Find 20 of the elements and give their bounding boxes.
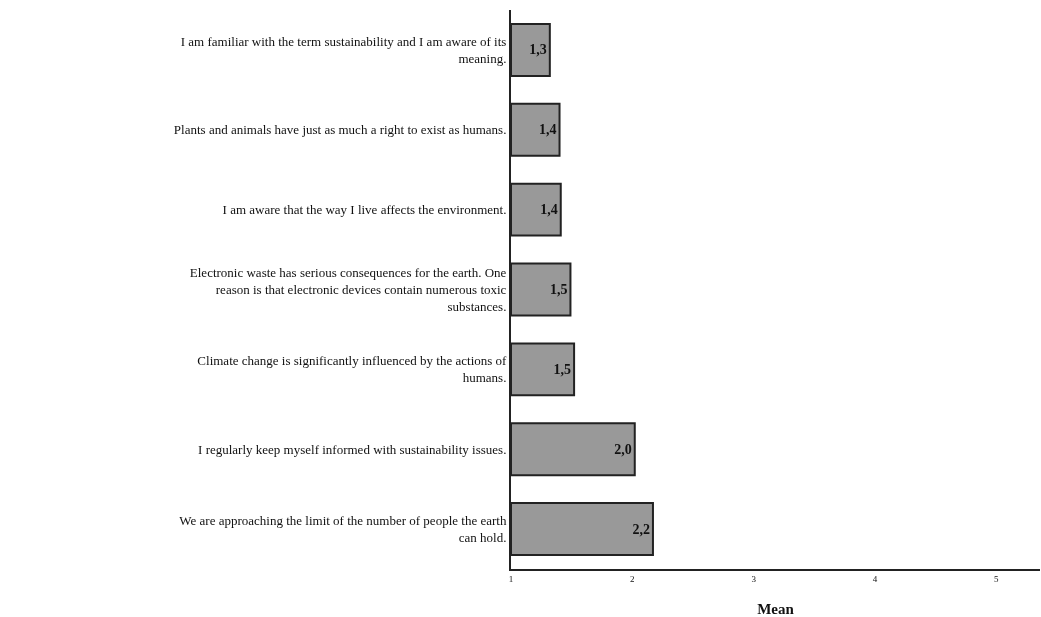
y-tick-label: Electronic waste has serious consequences for the earth. One reason is that electronic devices contain numerous toxic substances.	[189, 265, 507, 314]
data-label: 1,4	[540, 202, 558, 218]
data-label: 2,2	[632, 521, 650, 537]
y-tick-label: I am familiar with the term sustainability and I am aware of its meaning.	[180, 34, 507, 66]
y-tick-label: I regularly keep myself informed with sustainability issues.	[198, 441, 507, 457]
x-tick-label: 3	[751, 573, 757, 584]
data-label: 1,5	[549, 282, 568, 297]
x-tick-label: 1	[508, 573, 514, 584]
y-tick-label: I am aware that the way I live affects the environment.	[222, 202, 507, 218]
y-tick-label: Climate change is significantly influenced by the actions of humans.	[197, 353, 508, 386]
x-tick-label: 4	[872, 573, 878, 584]
x-tick-label: 5	[994, 573, 1000, 584]
x-axis-title: Mean	[757, 601, 795, 617]
data-label: 1,4	[539, 122, 557, 138]
y-tick-label: We are approaching the limit of the number of people the earth can hold.	[179, 513, 507, 546]
data-label: 1,3	[529, 42, 547, 58]
x-tick-label: 2	[630, 573, 635, 584]
data-label: 2,0	[614, 441, 632, 457]
y-tick-label: Plants and animals have just as much a right to exist as humans.	[173, 122, 507, 138]
data-label: 1,5	[553, 361, 572, 377]
